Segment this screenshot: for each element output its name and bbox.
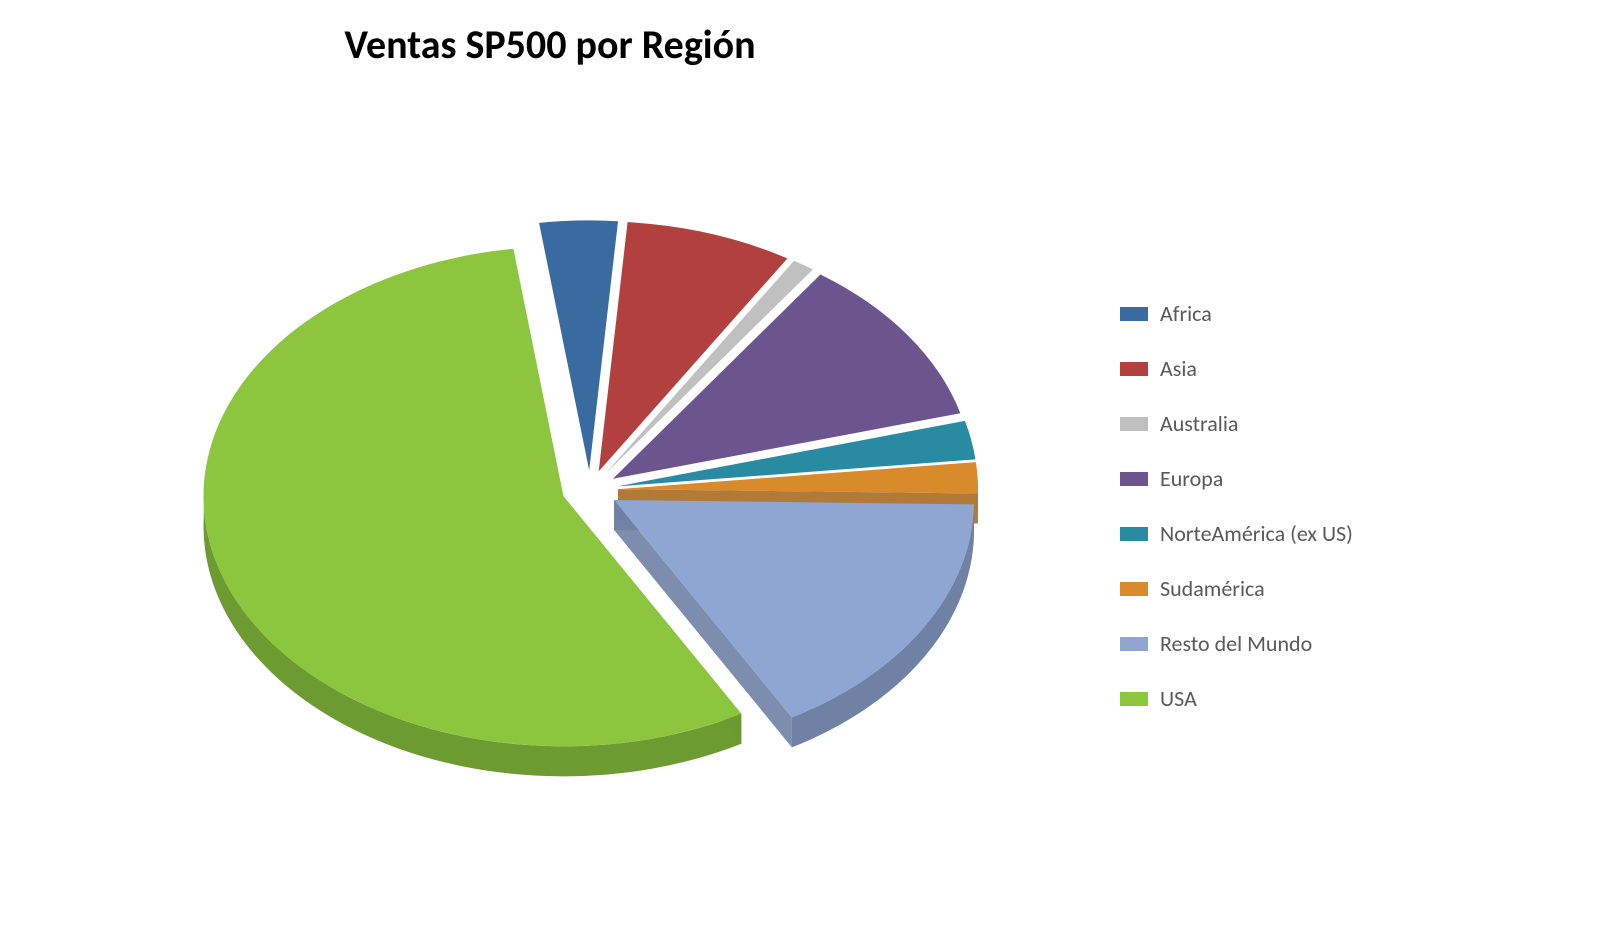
legend-swatch [1120, 417, 1148, 431]
legend-label: Sudamérica [1160, 575, 1265, 602]
legend-label: USA [1160, 685, 1197, 712]
legend-swatch [1120, 472, 1148, 486]
legend-item: Asia [1120, 355, 1540, 382]
legend-item: Africa [1120, 300, 1540, 327]
legend-label: Resto del Mundo [1160, 630, 1312, 657]
chart-container: Ventas SP500 por Región Africa Asia Austra… [0, 0, 1600, 932]
legend-item: Europa [1120, 465, 1540, 492]
legend-swatch [1120, 527, 1148, 541]
legend-swatch [1120, 307, 1148, 321]
pie-chart [140, 110, 1040, 910]
legend-label: Australia [1160, 410, 1238, 437]
legend-item: Resto del Mundo [1120, 630, 1540, 657]
legend-swatch [1120, 362, 1148, 376]
legend-item: Australia [1120, 410, 1540, 437]
legend-swatch [1120, 692, 1148, 706]
legend-label: Asia [1160, 355, 1197, 382]
legend-label: Europa [1160, 465, 1223, 492]
legend: Africa Asia Australia Europa NorteAmérica (e… [1120, 300, 1540, 740]
legend-item: NorteAmérica (ex US) [1120, 520, 1540, 547]
chart-title: Ventas SP500 por Región [0, 20, 1100, 69]
legend-item: Sudamérica [1120, 575, 1540, 602]
legend-swatch [1120, 582, 1148, 596]
legend-label: NorteAmérica (ex US) [1160, 520, 1353, 547]
legend-swatch [1120, 637, 1148, 651]
legend-label: Africa [1160, 300, 1212, 327]
legend-item: USA [1120, 685, 1540, 712]
